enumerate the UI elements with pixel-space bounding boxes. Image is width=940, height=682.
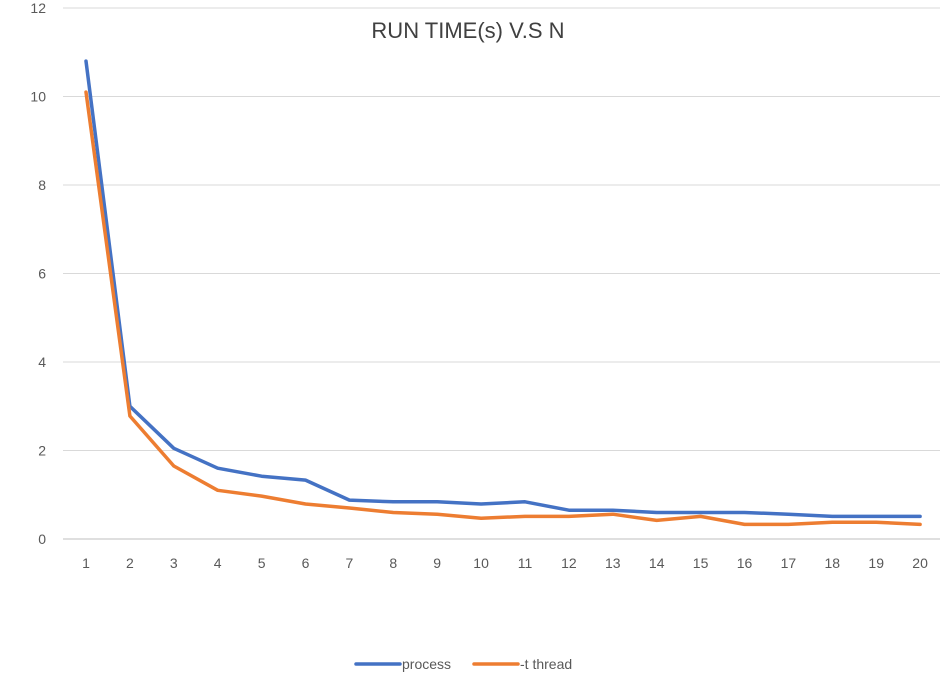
x-tick-label: 9 bbox=[433, 555, 441, 571]
legend-label: -t thread bbox=[520, 656, 572, 672]
x-axis-ticks: 1 2 3 4 5 6 7 8 9 10 11 12 13 14 15 16 17 18 19 20 bbox=[82, 555, 928, 571]
legend-label: process bbox=[402, 656, 451, 672]
x-tick-label: 18 bbox=[825, 555, 841, 571]
series-lines bbox=[84, 59, 922, 527]
y-tick-label: 10 bbox=[30, 89, 46, 105]
y-axis-ticks: 0 2 4 6 8 10 12 bbox=[30, 0, 46, 547]
x-tick-label: 15 bbox=[693, 555, 709, 571]
x-tick-label: 10 bbox=[473, 555, 489, 571]
x-tick-label: 12 bbox=[561, 555, 577, 571]
x-tick-label: 20 bbox=[912, 555, 928, 571]
gridlines bbox=[63, 7, 940, 540]
x-tick-label: 19 bbox=[868, 555, 884, 571]
x-tick-label: 4 bbox=[214, 555, 222, 571]
x-tick-label: 7 bbox=[346, 555, 354, 571]
x-tick-label: 14 bbox=[649, 555, 665, 571]
x-tick-label: 8 bbox=[389, 555, 397, 571]
x-tick-label: 5 bbox=[258, 555, 266, 571]
x-tick-label: 6 bbox=[302, 555, 310, 571]
x-tick-label: 3 bbox=[170, 555, 178, 571]
legend: process -t thread bbox=[354, 656, 572, 672]
y-tick-label: 4 bbox=[38, 354, 46, 370]
x-tick-label: 13 bbox=[605, 555, 621, 571]
y-tick-label: 0 bbox=[38, 531, 46, 547]
x-tick-label: 17 bbox=[781, 555, 797, 571]
x-tick-label: 2 bbox=[126, 555, 134, 571]
y-tick-label: 12 bbox=[30, 0, 46, 16]
chart-title: RUN TIME(s) V.S N bbox=[371, 18, 564, 43]
x-tick-label: 16 bbox=[737, 555, 753, 571]
y-tick-label: 6 bbox=[38, 266, 46, 282]
x-tick-label: 11 bbox=[518, 555, 533, 571]
y-tick-label: 8 bbox=[38, 177, 46, 193]
series-line-process bbox=[84, 59, 922, 519]
x-tick-label: 1 bbox=[82, 555, 90, 571]
y-tick-label: 2 bbox=[38, 443, 46, 459]
series-line-t-thread bbox=[84, 90, 922, 527]
